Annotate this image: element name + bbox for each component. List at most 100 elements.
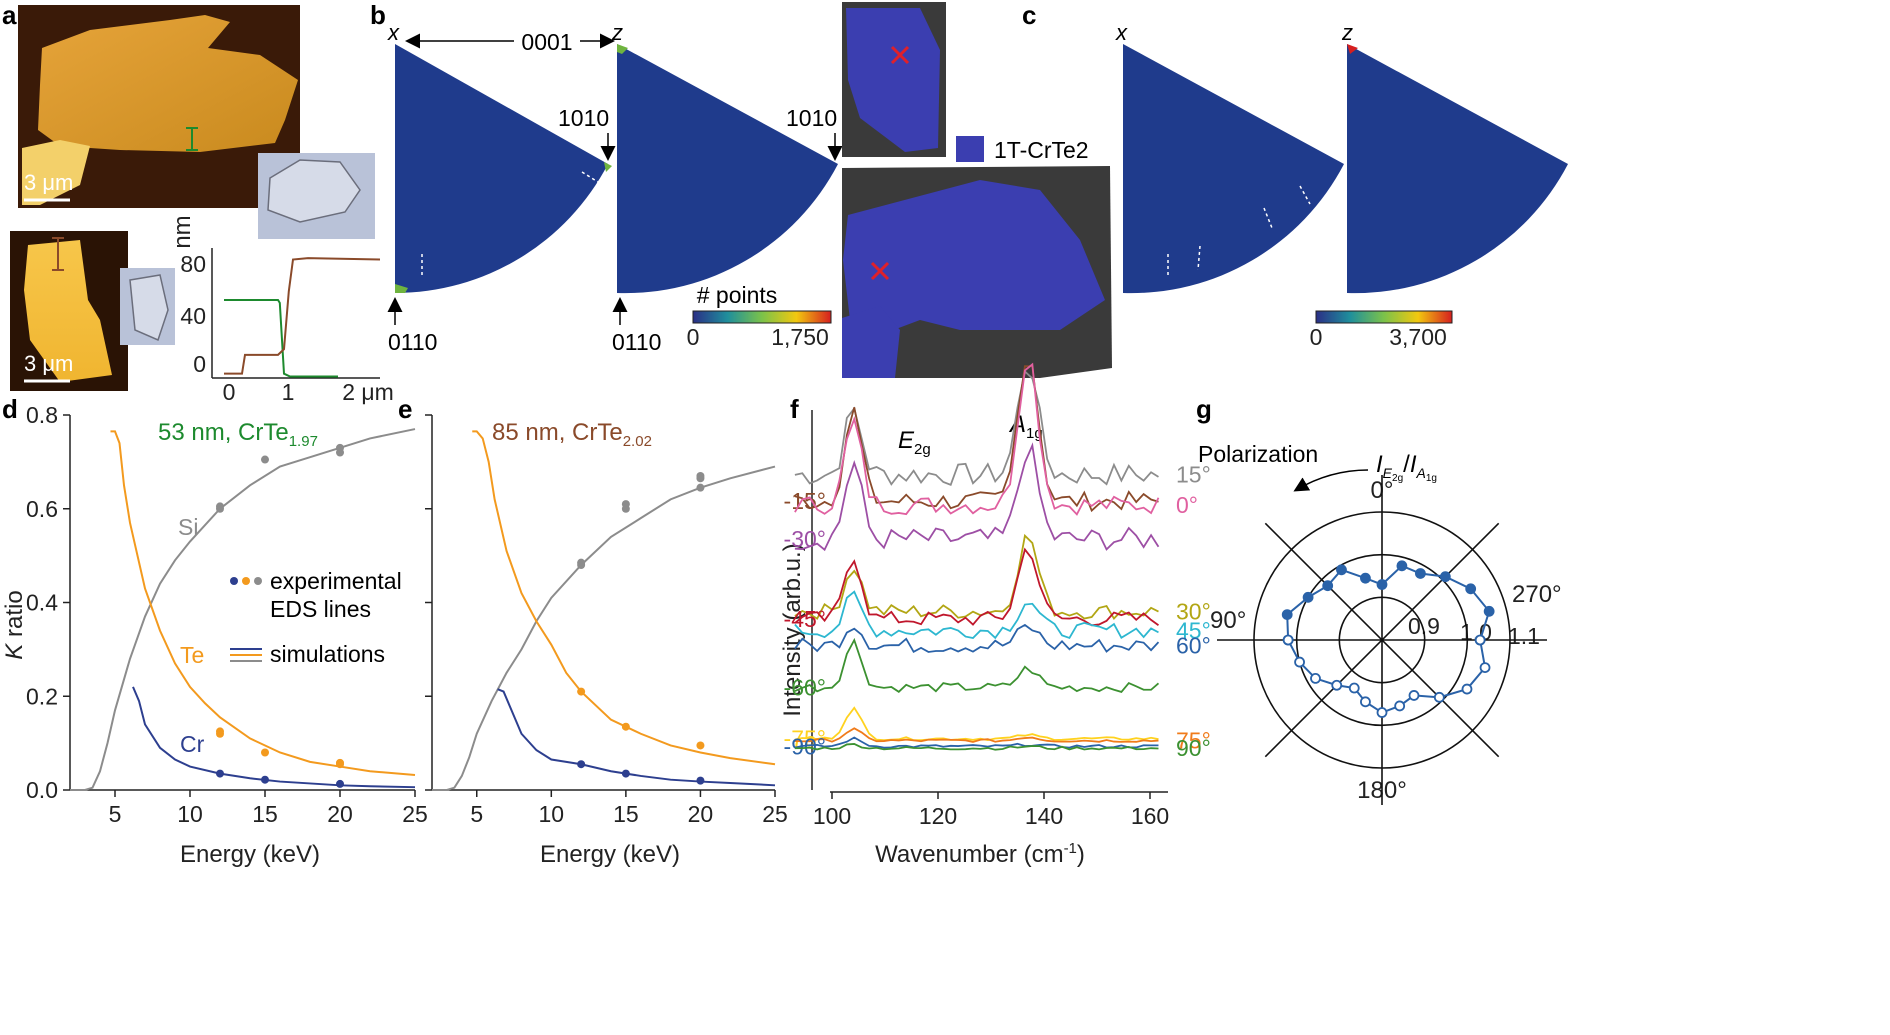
- scale-bar-top-label: 3 μm: [24, 170, 73, 195]
- pole-0110-label-1: 0110: [388, 329, 437, 355]
- pole-0110-label-2: 0110: [612, 329, 661, 355]
- f-angle-label-12: 90°: [1176, 735, 1211, 761]
- panel-d-xtick-label-20: 20: [327, 801, 353, 827]
- panel-e-kratio-chart: e 85 nm, CrTe2.02 Energy (keV) Energy (k…: [180, 394, 788, 868]
- f-spectrum-11: [794, 736, 1159, 749]
- polar-point-open-1: [1294, 656, 1305, 668]
- d-label-te: Te: [180, 642, 204, 668]
- panel-e-sim-line-cr: [497, 688, 776, 787]
- f-spectrum-2: [794, 362, 1160, 516]
- panel-d-exp-point-te-1: [216, 727, 224, 736]
- panel-e-exp-point-si-1: [577, 558, 586, 567]
- e-title-main: 85 nm, CrTe: [492, 419, 623, 446]
- polar-point-open-9: [1433, 691, 1445, 703]
- profile-ytick-80: 80: [180, 251, 206, 277]
- height-profile-plot: 0 40 80 nm 0 1 2 μm: [169, 215, 394, 405]
- panel-d-exp-point-cr-1: [261, 775, 269, 784]
- panel-a: a 3 μm 3 μm 0 40 80 nm 0 1: [2, 0, 394, 405]
- f-xtick-label-160: 160: [1131, 803, 1169, 829]
- polar-point-filled-3: [1322, 580, 1334, 592]
- ipf-sector-b-z: [617, 44, 838, 294]
- panel-label-d: d: [2, 394, 18, 424]
- polar-point-filled-4: [1336, 564, 1347, 576]
- polar-point-filled-8: [1415, 568, 1426, 579]
- angle-label-90: 90°: [1210, 607, 1246, 634]
- f-angle-label-8: -60°: [784, 674, 826, 700]
- colorbar-b-title: # points: [697, 282, 778, 308]
- panel-d-ytick-label-2: 0.4: [26, 590, 58, 616]
- f-angle-label-3: -30°: [784, 526, 826, 552]
- e-title-sub: 2.02: [623, 433, 652, 450]
- polarization-arrow: [1293, 469, 1369, 492]
- polar-point-open-7: [1394, 700, 1406, 712]
- panel-d-ytick-label-1: 0.2: [26, 683, 58, 709]
- panel-e-xtick-label-20: 20: [688, 801, 714, 827]
- e-xlabel: Energy (keV): [540, 841, 680, 868]
- f-xtick-label-140: 140: [1025, 803, 1063, 829]
- f-xtick-label-100: 100: [813, 803, 851, 829]
- polar-point-open-6: [1376, 707, 1388, 718]
- polar-point-open-12: [1474, 634, 1486, 646]
- panel-d-exp-point-cr-0: [216, 769, 224, 778]
- f-angle-label-6: 45°: [1176, 617, 1211, 643]
- peak-e2g-label: E2g: [898, 427, 931, 458]
- f-spectrum-9: [794, 706, 1159, 742]
- polar-point-open-8: [1408, 690, 1420, 701]
- pole-0001-label: 0001: [521, 29, 572, 55]
- f-angle-label-2: 0°: [1176, 492, 1198, 518]
- panel-label-c: c: [1022, 0, 1036, 30]
- d-ylabel-k: K: [1, 643, 28, 660]
- ipf-b-z-hot-0001: [617, 44, 628, 54]
- panel-e-exp-point-cr-0: [577, 760, 586, 769]
- panel-d-exp-point-te-2: [261, 748, 269, 757]
- panel-b: b x z 0001 1010 1010 0110 0110 # points …: [370, 0, 1112, 378]
- ipf-sector-c-x: [1123, 44, 1344, 294]
- legend-dot-blue: [230, 577, 238, 585]
- ipf-b-x-hot-0110: [395, 284, 408, 293]
- f-xlabel-sup: -1: [1064, 840, 1077, 857]
- panel-e-exp-point-si-4: [696, 483, 705, 492]
- colorbar-c-min: 0: [1310, 324, 1323, 350]
- legend-dot-gray: [254, 577, 262, 585]
- peak-e2g-main: E: [898, 427, 915, 454]
- f-spectrum-12: [794, 743, 1159, 751]
- panel-e-xtick-label-10: 10: [539, 801, 565, 827]
- polar-point-filled-11: [1483, 605, 1495, 617]
- polar-point-open-10: [1461, 683, 1473, 695]
- profile-ylabel: nm: [169, 215, 196, 248]
- panel-d-exp-point-si-2: [261, 455, 269, 464]
- panel-e-sim-line-te: [472, 430, 776, 766]
- polarization-label: Polarization: [1198, 441, 1318, 467]
- f-xlabel: Wavenumber (cm-1): [875, 840, 1085, 868]
- panel-e-exp-point-te-1: [621, 722, 630, 731]
- measurement-marker-large: [870, 261, 890, 281]
- colorbar-b-max: 1,750: [771, 324, 829, 350]
- d-label-cr: Cr: [180, 731, 205, 757]
- polar-point-open-4: [1348, 682, 1360, 694]
- panel-d-xtick-label-25: 25: [402, 801, 428, 827]
- colorbar-c-max: 3,700: [1389, 324, 1447, 350]
- ring-label-11: 1.1: [1508, 623, 1540, 649]
- f-spectrum-10: [794, 727, 1159, 743]
- phase-map-small-flake: [846, 8, 940, 152]
- phase-legend-label: 1T-CrTe2: [994, 137, 1089, 163]
- f-spectrum-7: [794, 623, 1160, 654]
- ipf-b-x-hot-1010: [604, 162, 612, 172]
- optical-flake-top: [267, 159, 361, 223]
- flake-afm-top-small: [22, 140, 90, 205]
- legend-points-label-2: EDS lines: [270, 596, 371, 622]
- panel-e-exp-point-cr-2: [696, 776, 705, 785]
- f-xtick-label-120: 120: [919, 803, 957, 829]
- d-title-sub: 1.97: [289, 433, 318, 450]
- d-title: 53 nm, CrTe1.97: [158, 419, 318, 450]
- panel-d-xtick-label-10: 10: [177, 801, 203, 827]
- panel-label-g: g: [1196, 394, 1212, 424]
- panel-f-raman-chart: f Intensity (arb.u.) Wavenumber (cm-1) E…: [779, 362, 1211, 868]
- polar-point-filled-1: [1281, 609, 1293, 621]
- f-angle-label-11: -90°: [784, 733, 826, 759]
- ipf-sector-c-z: [1347, 44, 1568, 294]
- e-title: 85 nm, CrTe2.02: [492, 419, 652, 450]
- panel-e-sim-line-si: [432, 465, 776, 791]
- ratio-slash: /: [1403, 451, 1410, 478]
- f-xlabel-close: ): [1077, 841, 1085, 868]
